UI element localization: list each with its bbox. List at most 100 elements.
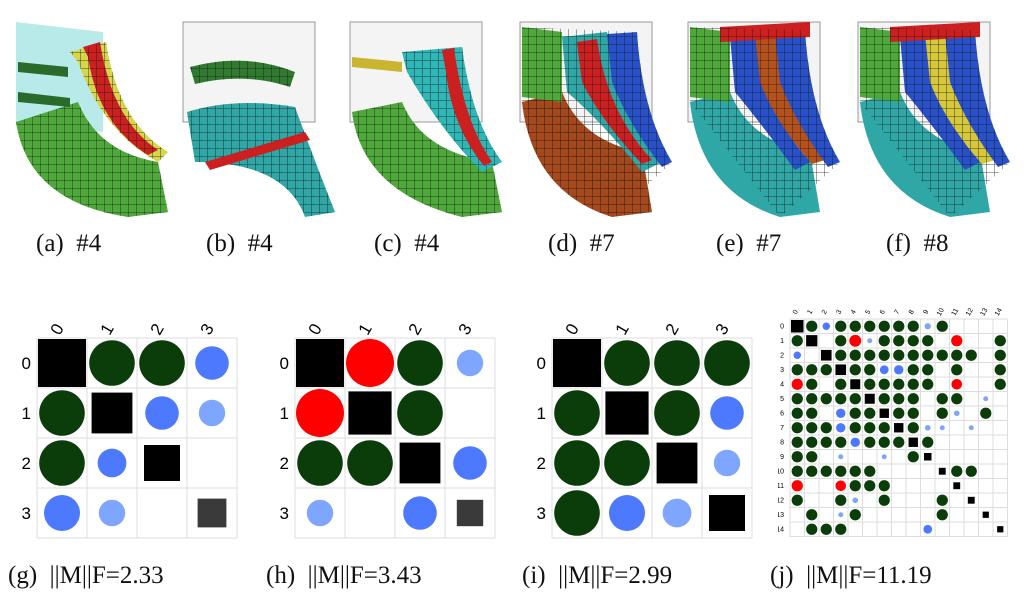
caption-number: #4 [76, 230, 102, 257]
matrix-cell-circle [980, 407, 992, 419]
caption-c: (c) #4 [374, 230, 439, 258]
matrix-cell-circle [907, 407, 919, 419]
matrix-cell-circle [936, 407, 948, 419]
matrix-cell-square [997, 526, 1004, 533]
matrix-cell-circle [835, 480, 847, 492]
matrix-cell-circle [835, 378, 847, 390]
matrix-cell-circle [97, 448, 127, 478]
col-label: 11 [951, 307, 961, 317]
row-label: 0 [22, 354, 31, 373]
matrix-cell-circle [864, 407, 876, 419]
matrix-cell-circle [893, 378, 905, 390]
row-label: 9 [780, 454, 784, 461]
matrix-cell-circle [849, 364, 861, 376]
matrix-cell-circle [923, 524, 933, 534]
row-label: 0 [280, 354, 289, 373]
matrix-cell-circle [936, 509, 948, 521]
caption-letter: (a) [36, 230, 64, 257]
matrix-cell-circle [936, 494, 948, 506]
matrix-cell-circle [864, 436, 876, 448]
matrix-cell-square [879, 408, 889, 418]
matrix-cell-circle [793, 351, 801, 359]
caption-norm: ||M||F=11.19 [806, 562, 932, 589]
matrix-cell-square [982, 511, 989, 518]
row-label: 2 [280, 454, 289, 473]
matrix-cell-circle [907, 320, 919, 332]
matrix-cell-circle [878, 422, 890, 434]
matrix-cell-circle [820, 422, 832, 434]
matrix-cell-circle [835, 465, 847, 477]
matrix-cell-circle [849, 422, 861, 434]
matrix-cell-circle [296, 389, 344, 437]
caption-letter: (f) [886, 230, 911, 257]
matrix-cell-circle [139, 340, 185, 386]
matrix-h: 0 1 2 3 0 1 2 3 [280, 320, 496, 539]
matrix-cell-circle [397, 390, 443, 436]
matrix-cell-circle [878, 335, 890, 347]
matrix-cell-circle [936, 393, 948, 405]
matrix-cell-circle [820, 465, 832, 477]
matrix-cell-circle [968, 425, 974, 431]
caption-norm: ||M||F=2.99 [558, 562, 673, 589]
matrix-cell-square [850, 379, 861, 390]
matrix-cell-circle [864, 349, 876, 361]
matrix-cell-square [908, 437, 918, 447]
matrix-cell-circle [89, 340, 135, 386]
matrix-i: 0 1 2 3 0 1 2 3 [537, 320, 753, 539]
matrix-cell-circle [951, 364, 963, 376]
col-label: 3 [835, 309, 843, 316]
matrix-cell-circle [894, 365, 904, 375]
matrix-cell-square [791, 320, 804, 333]
col-label: 10 [936, 307, 946, 317]
matrix-cell-circle [604, 340, 650, 386]
matrix-cell-circle [936, 349, 948, 361]
col-label: 2 [147, 320, 168, 338]
matrix-cell-square [197, 498, 227, 528]
caption-g: (g) ||M||F=2.33 [8, 562, 164, 590]
caption-number: #8 [923, 230, 949, 257]
caption-letter: (c) [374, 230, 402, 257]
matrix-cell-square [38, 339, 86, 387]
matrix-cell-circle [878, 349, 890, 361]
col-label: 1 [612, 320, 633, 338]
mesh-panel-d [519, 21, 672, 217]
matrix-cell-circle [195, 346, 229, 380]
caption-norm: ||M||F=2.33 [49, 562, 164, 589]
caption-number: #7 [756, 230, 782, 257]
matrix-cell-circle [39, 390, 85, 436]
matrix-cell-circle [994, 378, 1006, 390]
matrix-cell-circle [951, 465, 963, 477]
matrix-cell-circle [835, 523, 847, 535]
mesh-panel-c [349, 21, 502, 217]
row-label: 11 [778, 483, 784, 490]
matrix-cell-circle [806, 451, 818, 463]
matrix-cell-circle [838, 512, 844, 518]
matrix-cell-circle [347, 440, 393, 486]
matrix-cell-square [553, 339, 601, 387]
matrix-cell-circle [654, 340, 700, 386]
matrix-cell-circle [791, 407, 803, 419]
matrix-cell-circle [922, 436, 934, 448]
col-label: 4 [850, 309, 858, 316]
matrix-cell-circle [791, 364, 803, 376]
caption-letter: (j) [770, 562, 794, 589]
caption-norm: ||M||F=3.43 [307, 562, 422, 589]
matrix-cell-circle [878, 494, 890, 506]
matrix-cell-circle [907, 364, 919, 376]
matrix-cell-circle [907, 451, 919, 463]
col-label: 2 [662, 320, 683, 338]
col-label: 1 [806, 309, 814, 316]
matrix-cell-circle [965, 465, 977, 477]
row-label: 6 [780, 411, 784, 418]
matrix-cell-circle [939, 425, 945, 431]
matrix-cell-circle [893, 335, 905, 347]
row-label: 4 [780, 382, 784, 389]
col-label: 0 [47, 320, 68, 338]
caption-number: #7 [589, 230, 615, 257]
caption-i: (i) ||M||F=2.99 [522, 562, 672, 590]
matrix-cell-circle [907, 335, 919, 347]
matrix-cell-circle [924, 424, 931, 431]
row-label: 1 [280, 404, 289, 423]
matrix-cell-circle [983, 396, 989, 402]
mesh-panel-b [182, 21, 335, 217]
